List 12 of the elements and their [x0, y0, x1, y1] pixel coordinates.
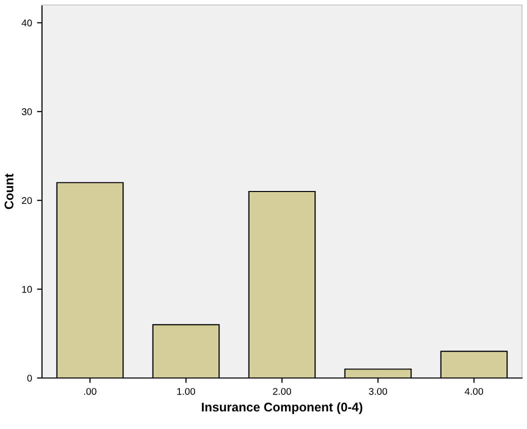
- x-tick-label: 2.00: [273, 388, 292, 395]
- y-tick-label: 20: [22, 197, 32, 204]
- y-tick-label: 0: [27, 374, 32, 382]
- y-tick-label: 40: [22, 19, 32, 26]
- x-tick-label: 1.00: [177, 388, 196, 395]
- y-tick-label: 10: [22, 286, 32, 293]
- x-axis-title: Insurance Component (0-4): [202, 402, 362, 414]
- y-axis-title: Count: [4, 174, 14, 210]
- y-tick-label: 30: [22, 108, 32, 116]
- x-tick-label: 3.00: [368, 388, 388, 395]
- x-tick-label: .00: [84, 388, 96, 395]
- x-tick-label: 4.00: [464, 388, 484, 395]
